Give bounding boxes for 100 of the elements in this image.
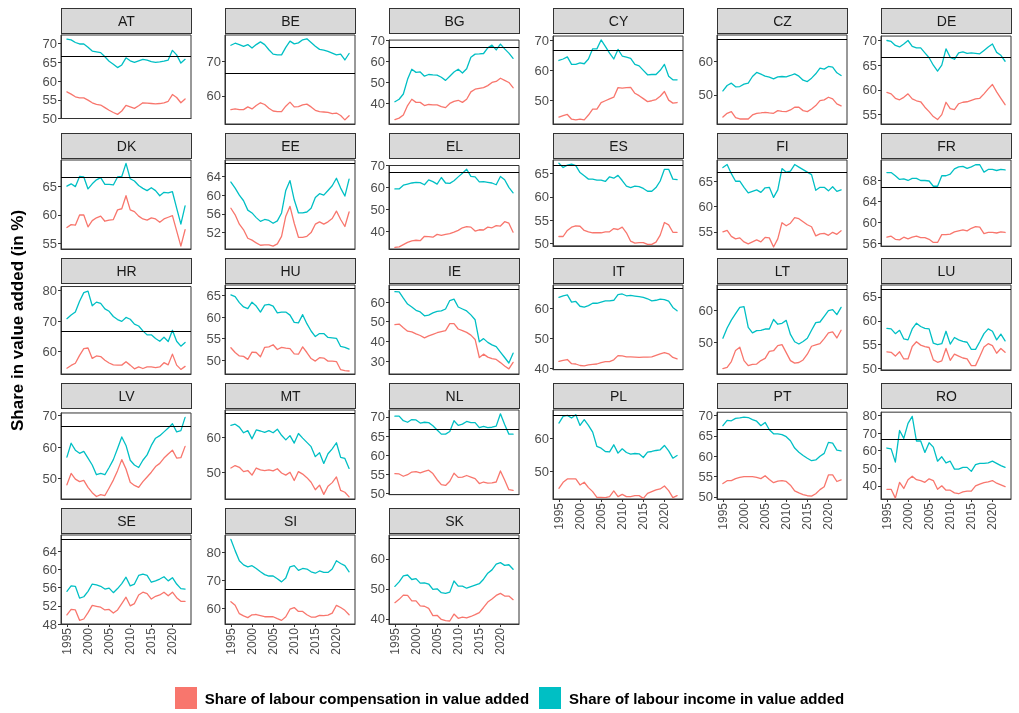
x-tick-label: 2020: [985, 502, 1000, 530]
legend-label: Share of labour income in value added: [569, 689, 845, 707]
x-tick-label: 2020: [329, 627, 344, 655]
y-tick-label: 60: [206, 187, 221, 203]
chart-title: MT: [225, 383, 356, 409]
y-tick-label: 55: [698, 469, 713, 485]
y-tick-label: 60: [370, 294, 385, 310]
y-tick-label: 60: [42, 344, 57, 360]
y-axis-title: Share in value added (in %): [8, 208, 28, 433]
y-tick-label: 60: [206, 309, 221, 325]
y-tick-label: 60: [862, 443, 877, 459]
y-tick-label: 40: [370, 611, 385, 627]
y-tick-label: 70: [698, 408, 713, 423]
y-tick-label: 40: [370, 333, 385, 349]
y-tick-label: 60: [42, 73, 57, 89]
y-tick-label: 70: [370, 409, 385, 425]
y-tick-label: 56: [42, 580, 57, 596]
y-tick-label: 50: [206, 465, 221, 481]
chart-title: CY: [553, 8, 684, 34]
y-tick-label: 50: [370, 201, 385, 217]
x-tick-label: 1995: [387, 627, 402, 655]
y-tick-label: 56: [862, 236, 877, 251]
y-tick-label: 60: [698, 53, 713, 69]
y-tick-label: 65: [862, 57, 877, 73]
chart-title: FR: [881, 133, 1012, 159]
chart-title: IT: [553, 258, 684, 284]
chart-title: DK: [61, 133, 192, 159]
y-tick-label: 65: [206, 288, 221, 304]
x-tick-label: 1995: [879, 502, 894, 530]
y-tick-label: 60: [862, 313, 877, 329]
y-tick-label: 50: [534, 92, 549, 108]
y-tick-label: 52: [42, 598, 57, 614]
y-tick-label: 55: [42, 235, 57, 251]
y-tick-label: 70: [370, 33, 385, 48]
y-tick-label: 64: [206, 168, 221, 184]
y-tick-label: 48: [42, 616, 57, 632]
x-tick-label: 2000: [81, 627, 96, 655]
y-tick-label: 60: [206, 88, 221, 104]
y-tick-label: 80: [42, 283, 57, 298]
y-tick-label: 70: [206, 572, 221, 588]
y-tick-label: 60: [42, 562, 57, 578]
y-tick-label: 50: [370, 74, 385, 90]
chart-title: BG: [389, 8, 520, 34]
x-tick-label: 2015: [636, 502, 651, 530]
y-tick-label: 60: [862, 214, 877, 230]
x-tick-label: 2010: [779, 502, 794, 530]
y-tick-label: 55: [862, 107, 877, 123]
y-tick-label: 60: [370, 551, 385, 567]
y-tick-label: 50: [370, 486, 385, 501]
x-tick-label: 2015: [472, 627, 487, 655]
chart-title: BE: [225, 8, 356, 34]
y-tick-label: 70: [206, 54, 221, 70]
y-tick-label: 60: [370, 447, 385, 463]
x-tick-label: 2005: [594, 502, 609, 530]
y-tick-label: 40: [370, 95, 385, 111]
chart-title: PL: [553, 383, 684, 409]
y-tick-label: 56: [206, 206, 221, 222]
y-tick-label: 60: [206, 600, 221, 616]
y-tick-label: 60: [534, 189, 549, 205]
x-tick-label: 1995: [715, 502, 730, 530]
y-tick-label: 70: [862, 425, 877, 441]
chart-title: DE: [881, 8, 1012, 34]
chart-title: FI: [717, 133, 848, 159]
x-tick-label: 2010: [615, 502, 630, 530]
chart-title: ES: [553, 133, 684, 159]
x-tick-label: 2005: [758, 502, 773, 530]
y-tick-label: 60: [534, 62, 549, 78]
chart-title: CZ: [717, 8, 848, 34]
y-tick-label: 52: [206, 225, 221, 241]
y-tick-label: 60: [42, 439, 57, 455]
chart-title: NL: [389, 383, 520, 409]
y-tick-label: 70: [370, 158, 385, 173]
x-tick-label: 2010: [451, 627, 466, 655]
y-tick-label: 50: [862, 460, 877, 476]
y-tick-label: 60: [698, 448, 713, 464]
x-tick-label: 2000: [573, 502, 588, 530]
x-tick-label: 2000: [901, 502, 916, 530]
x-tick-label: 2015: [800, 502, 815, 530]
y-tick-label: 40: [862, 478, 877, 494]
x-tick-label: 2005: [430, 627, 445, 655]
y-tick-label: 50: [698, 87, 713, 103]
y-tick-label: 70: [42, 408, 57, 423]
y-tick-label: 50: [534, 464, 549, 480]
y-tick-label: 65: [42, 54, 57, 70]
y-tick-label: 40: [370, 223, 385, 239]
y-tick-label: 50: [698, 489, 713, 505]
y-tick-label: 55: [534, 212, 549, 228]
y-tick-label: 65: [698, 173, 713, 189]
x-tick-label: 2000: [245, 627, 260, 655]
chart-title: HR: [61, 258, 192, 284]
y-tick-label: 55: [206, 331, 221, 347]
x-tick-label: 2015: [144, 627, 159, 655]
y-tick-label: 60: [862, 82, 877, 98]
x-tick-label: 2015: [308, 627, 323, 655]
y-tick-label: 70: [862, 33, 877, 48]
y-tick-label: 65: [534, 166, 549, 182]
x-tick-label: 1995: [551, 502, 566, 530]
y-tick-label: 60: [370, 179, 385, 195]
x-tick-label: 2010: [287, 627, 302, 655]
y-tick-label: 60: [370, 53, 385, 69]
